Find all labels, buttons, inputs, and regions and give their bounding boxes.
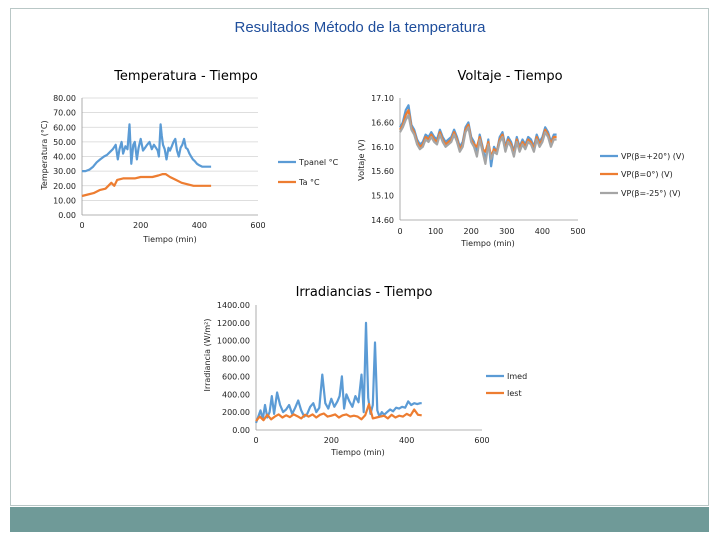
chart-title: Temperatura - Tiempo xyxy=(113,69,258,84)
series-line-1 xyxy=(254,321,422,424)
y-tick-label: 30.00 xyxy=(53,167,76,176)
x-tick-label: 0 xyxy=(253,436,258,445)
x-tick-label: 400 xyxy=(535,227,550,236)
y-tick-label: 1000.00 xyxy=(217,337,250,346)
x-tick-label: 200 xyxy=(133,221,148,230)
y-tick-label: 0.00 xyxy=(58,211,76,220)
y-tick-label: 80.00 xyxy=(53,94,76,103)
y-tick-label: 40.00 xyxy=(53,153,76,162)
x-tick-label: 400 xyxy=(192,221,207,230)
y-tick-label: 600.00 xyxy=(222,372,250,381)
x-tick-label: 0 xyxy=(397,227,402,236)
legend-label: Tpanel °C xyxy=(298,158,339,167)
legend-label: VP(β=-25°) (V) xyxy=(621,189,681,198)
y-tick-label: 60.00 xyxy=(53,123,76,132)
chart-title: Irradiancias - Tiempo xyxy=(296,285,433,300)
x-axis-label: Tiempo (min) xyxy=(142,235,196,244)
x-axis-label: Tiempo (min) xyxy=(460,239,514,248)
series-line-2 xyxy=(255,403,422,422)
y-tick-label: 1400.00 xyxy=(217,301,250,310)
legend-label: VP(β=+20°) (V) xyxy=(621,152,685,161)
y-tick-label: 0.00 xyxy=(232,426,250,435)
x-tick-label: 300 xyxy=(499,227,514,236)
y-tick-label: 17.10 xyxy=(371,94,394,103)
y-tick-label: 20.00 xyxy=(53,182,76,191)
y-tick-label: 200.00 xyxy=(222,408,250,417)
x-tick-label: 500 xyxy=(570,227,585,236)
x-tick-label: 400 xyxy=(399,436,414,445)
footer-bar xyxy=(10,507,709,532)
y-tick-label: 800.00 xyxy=(222,355,250,364)
slide-frame xyxy=(10,8,709,506)
y-tick-label: 1200.00 xyxy=(217,319,250,328)
chart-title: Voltaje - Tiempo xyxy=(457,69,562,84)
y-tick-label: 15.60 xyxy=(371,167,394,176)
legend-label: Ta °C xyxy=(298,178,320,187)
x-tick-label: 600 xyxy=(474,436,489,445)
series-line-1 xyxy=(82,123,212,173)
x-tick-label: 100 xyxy=(428,227,443,236)
y-tick-label: 10.00 xyxy=(53,196,76,205)
y-axis-label: Voltaje (V) xyxy=(357,139,366,180)
y-tick-label: 400.00 xyxy=(222,390,250,399)
x-axis-label: Tiempo (min) xyxy=(330,448,384,457)
x-tick-label: 200 xyxy=(324,436,339,445)
page-title: Resultados Método de la temperatura xyxy=(234,19,486,36)
legend-label: VP(β=0°) (V) xyxy=(621,170,673,179)
y-tick-label: 70.00 xyxy=(53,109,76,118)
y-tick-label: 15.10 xyxy=(371,192,394,201)
y-tick-label: 16.60 xyxy=(371,118,394,127)
x-tick-label: 200 xyxy=(464,227,479,236)
x-tick-label: 600 xyxy=(250,221,265,230)
series-line-3 xyxy=(399,113,557,165)
y-axis-label: Irradiancia (W/m²) xyxy=(203,319,212,392)
y-axis-label: Temperatura (°C) xyxy=(40,120,49,190)
y-tick-label: 50.00 xyxy=(53,138,76,147)
y-tick-label: 16.10 xyxy=(371,143,394,152)
series-line-2 xyxy=(81,173,212,198)
x-tick-label: 0 xyxy=(79,221,84,230)
legend-label: Imed xyxy=(507,372,527,381)
y-tick-label: 14.60 xyxy=(371,216,394,225)
legend-label: Iest xyxy=(507,389,522,398)
